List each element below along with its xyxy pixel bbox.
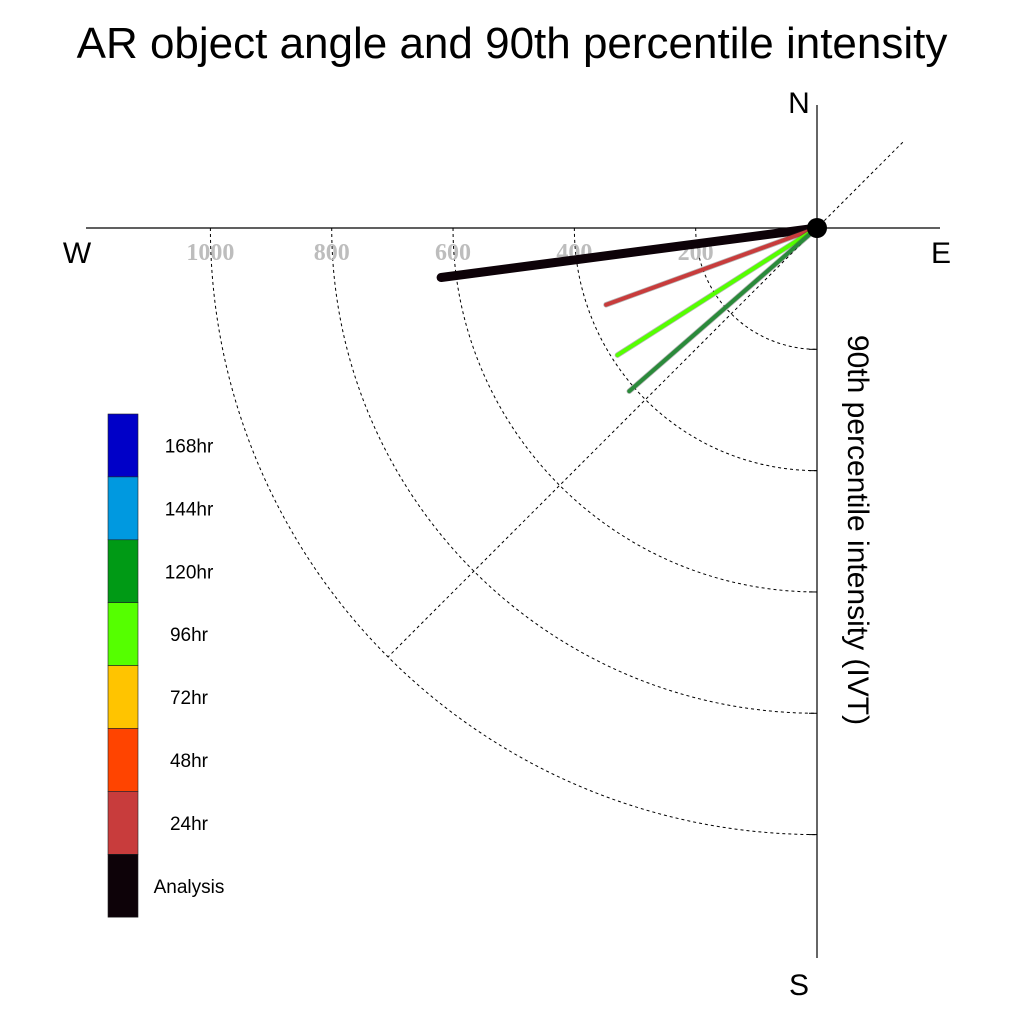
legend-label-120hr: 120hr <box>165 562 214 583</box>
legend-swatch-Analysis <box>107 853 139 918</box>
legend-swatch-48hr <box>107 728 139 792</box>
series-layer <box>436 223 822 394</box>
series-ray-Analysis <box>436 223 822 282</box>
legend-swatch-72hr <box>107 665 139 729</box>
legend-swatch-96hr <box>107 602 139 666</box>
legend-label-24hr: 24hr <box>170 814 209 835</box>
tick-label-600: 600 <box>435 240 471 266</box>
legend-label-Analysis: Analysis <box>154 877 225 898</box>
tick-label-800: 800 <box>314 240 350 266</box>
grid-arc-1000 <box>209 227 818 836</box>
legend-label-96hr: 96hr <box>170 625 209 646</box>
compass-west: W <box>63 237 92 270</box>
chart-title: AR object angle and 90th percentile inte… <box>77 19 948 68</box>
compass-east: E <box>931 237 951 270</box>
origin-marker <box>807 218 827 238</box>
grid-arc-600 <box>452 227 818 593</box>
series-ray-96hr <box>615 226 819 358</box>
series-ray-24hr <box>604 226 819 307</box>
grid-arc-800 <box>331 227 818 714</box>
grid-arc-200 <box>695 227 818 350</box>
legend-swatch-24hr <box>107 791 139 855</box>
legend-label-144hr: 144hr <box>165 499 214 520</box>
diagonal-reference-line <box>387 141 904 658</box>
legend-label-72hr: 72hr <box>170 688 209 709</box>
legend-label-48hr: 48hr <box>170 751 209 772</box>
compass-north: N <box>788 87 810 120</box>
series-ray-120hr <box>627 226 819 394</box>
tick-label-1000: 1000 <box>186 240 234 266</box>
legend: 168hr 144hr 120hr 96hr 72hr 48hr 24hr Analysis <box>107 413 225 918</box>
legend-swatch-168hr <box>107 413 139 478</box>
compass-south: S <box>789 969 809 1002</box>
legend-label-168hr: 168hr <box>165 436 214 457</box>
y-axis-label: 90th percentile intensity (IVT) <box>841 335 874 725</box>
legend-swatch-120hr <box>107 539 139 603</box>
legend-swatch-144hr <box>107 476 139 541</box>
grid-arc-400 <box>573 227 818 472</box>
